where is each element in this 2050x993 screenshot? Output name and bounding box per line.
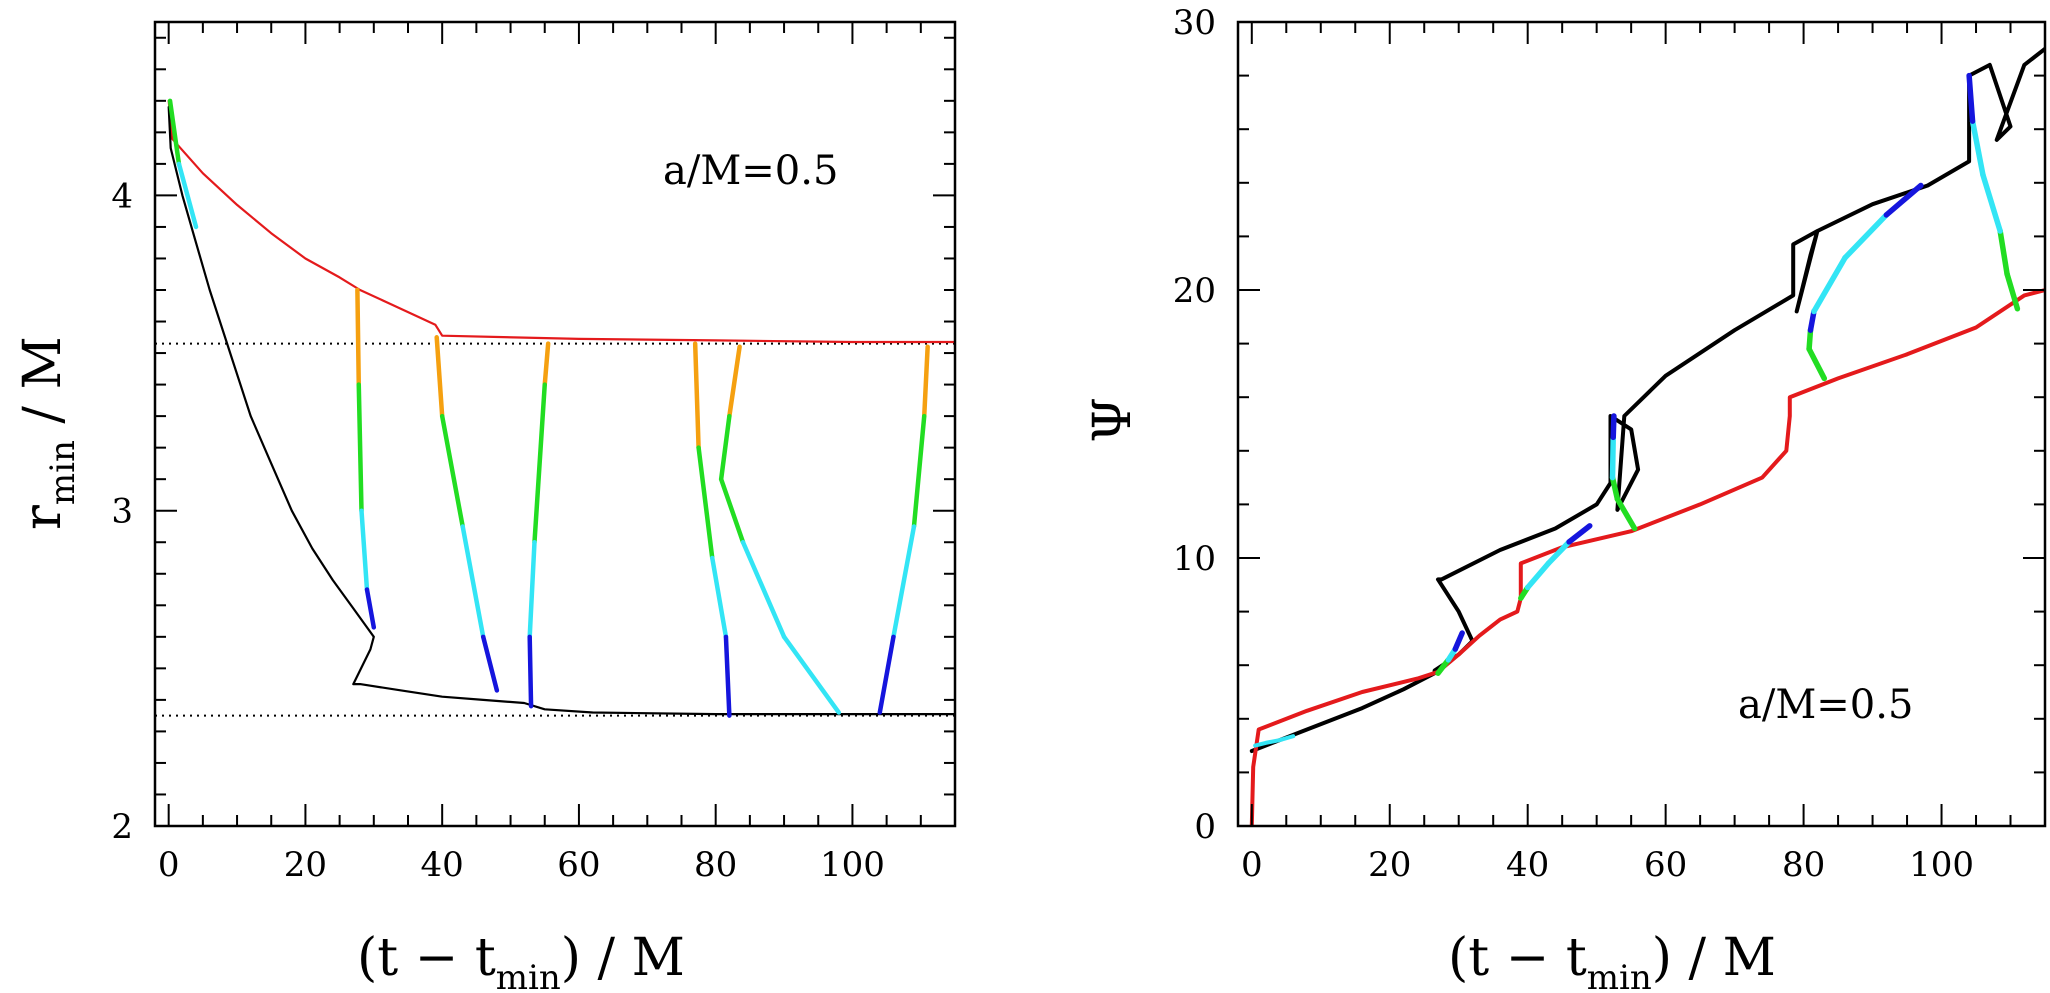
right-transition-3-part-5	[1883, 182, 1924, 218]
right-transition-4-part-4	[1966, 72, 1976, 124]
left-tick-labels: 0 20 40 60 80 100 2 3 4	[111, 176, 885, 885]
right-transition-2-part-0	[1614, 496, 1638, 532]
right-panel: 0 20 40 60 80 100 0 10 20 30 a/M=0.5 (t − tmin) /…	[1083, 3, 2047, 993]
left-transition-4-part-0	[692, 341, 701, 450]
left-xtick-label: 80	[694, 845, 737, 885]
left-transition-6-part-1	[911, 413, 927, 529]
left-transition-3-part-3	[527, 634, 534, 709]
left-plot-area	[155, 98, 955, 718]
right-series-transition-1	[1253, 734, 1296, 748]
right-series-red	[1249, 288, 2045, 826]
left-ytick-label: 4	[111, 176, 133, 216]
right-transition-4-part-0	[2004, 271, 2021, 312]
right-transition-1-part-2	[1545, 539, 1572, 567]
left-transition-6-part-3	[877, 634, 896, 715]
right-ticks	[1238, 21, 2046, 827]
left-xtick-label: 20	[284, 845, 327, 885]
right-transition-3-part-2	[1807, 308, 1817, 333]
right-plot-frame	[1236, 20, 2047, 828]
left-xlabel-main: (t − t	[357, 928, 496, 988]
left-transition-3-part-0	[542, 341, 551, 387]
left-ylabel-main: r	[13, 505, 73, 530]
left-transition-3-part-2	[527, 539, 537, 640]
left-transition-4-part-1	[696, 445, 715, 561]
left-transition-1-part-2	[359, 508, 370, 592]
left-ytick-label: 3	[111, 492, 133, 532]
left-transition-2-part-3	[480, 634, 500, 693]
right-series-black	[1249, 46, 2045, 753]
left-annotation: a/M=0.5	[663, 148, 838, 194]
left-transition-0-part-0	[167, 98, 182, 167]
left-plot-frame	[153, 20, 957, 828]
right-xtick-label: 80	[1782, 845, 1825, 885]
right-xtick-label: 20	[1368, 845, 1411, 885]
right-xtick-label: 100	[1909, 845, 1974, 885]
left-transition-0-part-1	[176, 161, 199, 230]
right-ytick-label: 20	[1173, 271, 1216, 311]
right-xlabel: (t − tmin) / M	[1448, 928, 1776, 993]
right-xlabel-tail: ) / M	[1652, 928, 1776, 988]
left-transition-2-part-2	[460, 524, 486, 640]
left-xtick-label: 40	[421, 845, 464, 885]
right-transition-1-part-1	[1524, 560, 1552, 591]
left-transition-4-part-2	[710, 555, 729, 640]
left-transition-6-part-0	[921, 344, 930, 419]
left-transition-5-part-1	[718, 413, 732, 482]
left-transition-5-part-3	[740, 539, 787, 640]
left-ytick-label: 2	[111, 807, 133, 847]
right-xtick-label: 60	[1644, 845, 1687, 885]
right-annotation: a/M=0.5	[1738, 682, 1913, 728]
right-plot-area	[1249, 46, 2045, 826]
left-xlabel-sub: min	[496, 958, 561, 993]
right-transition-2-part-2	[1609, 434, 1616, 481]
left-xlabel: (t − tmin) / M	[357, 928, 685, 993]
right-ytick-label: 30	[1173, 3, 1216, 43]
left-ylabel-tail: / M	[13, 336, 73, 440]
right-ylabel: Ψ	[1083, 397, 1143, 443]
right-transition-4-part-2	[1980, 172, 2003, 234]
right-transition-4-part-3	[1969, 118, 1986, 178]
left-transition-1-part-1	[356, 382, 364, 513]
left-transition-2-part-0	[434, 335, 445, 419]
left-transition-5-part-4	[781, 634, 842, 715]
right-tick-labels: 0 20 40 60 80 100 0 10 20 30	[1173, 3, 1974, 885]
right-transition-2-part-1	[1609, 474, 1621, 502]
left-ylabel: rmin / M	[13, 336, 83, 530]
left-xtick-label: 0	[158, 845, 180, 885]
right-transition-4-part-1	[1997, 228, 2010, 277]
right-xlabel-main: (t − t	[1448, 928, 1587, 988]
left-series-outer	[167, 99, 955, 344]
left-transition-5-part-2	[718, 476, 746, 545]
left-xlabel-tail: ) / M	[561, 928, 685, 988]
right-xtick-label: 0	[1241, 845, 1263, 885]
right-transition-3-part-4	[1842, 212, 1890, 261]
right-ytick-label: 10	[1173, 539, 1216, 579]
right-xlabel-sub: min	[1587, 958, 1652, 993]
right-transition-2-part-3	[1610, 413, 1617, 441]
left-transition-5-part-0	[727, 344, 742, 419]
right-transition-0-part-0	[1435, 657, 1452, 676]
left-transition-2-part-1	[439, 413, 465, 529]
right-transition-3-part-3	[1811, 255, 1848, 315]
left-transition-6-part-2	[891, 524, 917, 640]
right-transition-1-part-3	[1566, 523, 1593, 545]
right-xtick-label: 40	[1506, 845, 1549, 885]
left-ticks	[155, 22, 956, 827]
left-transition-1-part-0	[355, 287, 362, 387]
right-transition-3-part-0	[1806, 346, 1828, 382]
right-ytick-label: 0	[1194, 807, 1216, 847]
left-xtick-label: 60	[557, 845, 600, 885]
right-transition-3-part-1	[1806, 327, 1814, 352]
left-transition-4-part-3	[723, 634, 732, 718]
left-transition-3-part-1	[532, 382, 547, 545]
left-ylabel-sub: min	[43, 440, 83, 505]
left-series-inner	[167, 106, 955, 716]
right-transition-0-part-2	[1452, 630, 1465, 652]
left-xtick-label: 100	[820, 845, 885, 885]
left-transition-1-part-3	[364, 587, 377, 630]
